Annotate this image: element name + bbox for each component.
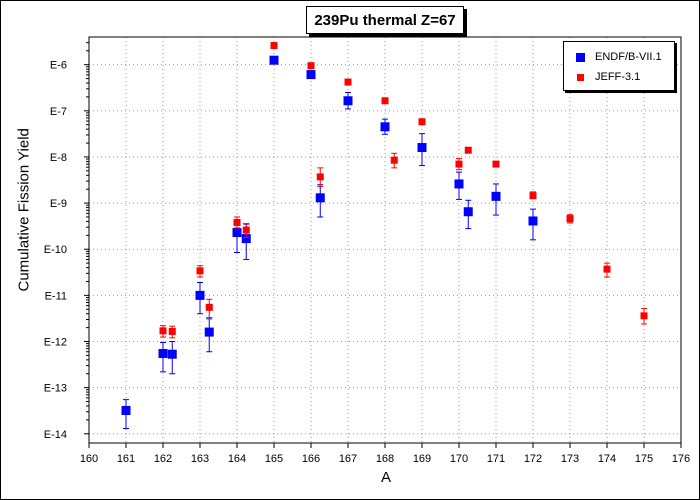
data-point-endf <box>195 290 205 300</box>
data-point-endf <box>204 327 214 337</box>
legend-swatch-jeff <box>577 73 584 81</box>
data-point-endf <box>158 348 168 358</box>
legend-label-endf: ENDF/B-VII.1 <box>595 51 662 63</box>
x-tick-label: 172 <box>524 453 542 465</box>
data-point-jeff <box>316 173 324 181</box>
data-point-endf <box>491 191 501 201</box>
data-point-jeff <box>205 303 213 311</box>
data-point-jeff <box>381 97 389 105</box>
data-point-endf <box>167 349 177 359</box>
data-point-endf <box>463 207 473 217</box>
y-tick-label: E-12 <box>44 337 67 349</box>
x-tick-label: 169 <box>413 453 431 465</box>
x-tick-label: 176 <box>672 453 690 465</box>
y-tick-label: E-13 <box>44 383 67 395</box>
data-point-endf <box>121 405 131 415</box>
x-tick-label: 168 <box>376 453 394 465</box>
y-axis-label: Cumulative Fission Yield <box>15 128 33 292</box>
x-tick-label: 164 <box>228 453 246 465</box>
data-point-endf <box>315 193 325 203</box>
y-tick-label: E-8 <box>50 152 67 164</box>
chart-legend: ENDF/B-VII.1 JEFF-3.1 <box>563 41 675 91</box>
data-point-endf <box>417 143 427 153</box>
data-point-jeff <box>242 226 250 234</box>
x-tick-label: 160 <box>80 453 98 465</box>
y-tick-label: E-11 <box>45 290 67 302</box>
x-tick-label: 170 <box>450 453 468 465</box>
x-tick-label: 167 <box>339 453 357 465</box>
data-point-endf <box>232 228 242 238</box>
legend-entry-jeff: JEFF-3.1 <box>576 71 640 83</box>
data-point-endf <box>241 234 251 244</box>
data-point-endf <box>306 70 316 80</box>
data-point-jeff <box>566 215 574 223</box>
x-tick-label: 174 <box>598 453 616 465</box>
data-point-jeff <box>196 267 204 275</box>
x-tick-label: 162 <box>154 453 172 465</box>
x-tick-label: 166 <box>302 453 320 465</box>
x-tick-label: 173 <box>561 453 579 465</box>
data-point-jeff <box>270 42 278 50</box>
data-point-jeff <box>159 327 167 335</box>
data-point-jeff <box>233 218 241 226</box>
y-tick-label: E-9 <box>50 198 67 210</box>
data-point-endf <box>454 179 464 189</box>
data-point-jeff <box>168 327 176 335</box>
data-point-jeff <box>640 312 648 320</box>
data-point-jeff <box>344 78 352 86</box>
legend-label-jeff: JEFF-3.1 <box>595 71 641 83</box>
x-tick-label: 171 <box>487 453 505 465</box>
data-point-jeff <box>390 156 398 164</box>
y-tick-label: E-6 <box>50 60 67 72</box>
x-tick-label: 165 <box>265 453 283 465</box>
legend-swatch-endf <box>576 52 585 62</box>
data-point-jeff <box>455 160 463 168</box>
data-point-jeff <box>492 160 500 168</box>
chart-title: 239Pu thermal Z=67 <box>306 6 464 34</box>
x-tick-label: 163 <box>191 453 209 465</box>
data-point-jeff <box>529 192 537 200</box>
data-point-jeff <box>418 118 426 126</box>
y-tick-label: E-7 <box>50 106 67 118</box>
data-point-endf <box>528 216 538 226</box>
chart-title-text: 239Pu thermal Z=67 <box>314 11 456 29</box>
y-tick-label: E-14 <box>44 429 67 441</box>
x-tick-label: 161 <box>117 453 135 465</box>
data-point-jeff <box>603 265 611 273</box>
legend-entry-endf: ENDF/B-VII.1 <box>576 51 662 63</box>
data-point-endf <box>343 96 353 106</box>
x-axis-label: A <box>380 469 391 486</box>
data-point-jeff <box>464 146 472 154</box>
data-point-endf <box>380 122 390 132</box>
y-tick-label: E-10 <box>44 244 67 256</box>
data-point-endf <box>269 55 279 65</box>
x-tick-label: 175 <box>635 453 653 465</box>
data-point-jeff <box>307 62 315 70</box>
